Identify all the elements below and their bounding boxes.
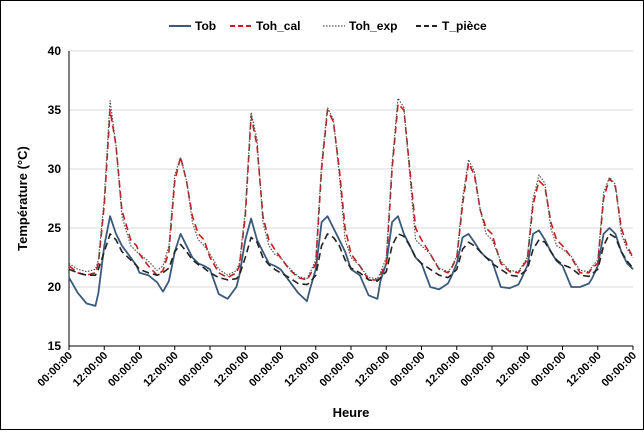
x-axis-title: Heure xyxy=(333,405,370,420)
x-tick-label: 00:00:00 xyxy=(529,350,569,390)
y-tick-label: 30 xyxy=(48,162,62,176)
x-tick-label: 00:00:00 xyxy=(388,350,428,390)
series-line-t-pi-ce xyxy=(68,233,634,286)
x-tick-label: 00:00:00 xyxy=(458,350,498,390)
x-tick-label: 12:00:00 xyxy=(353,350,393,390)
y-tick-label: 25 xyxy=(48,221,62,235)
y-tick-label: 40 xyxy=(48,44,62,58)
y-tick-label: 15 xyxy=(48,339,62,353)
y-tick-label: 35 xyxy=(48,103,62,117)
x-tick-label: 12:00:00 xyxy=(212,350,252,390)
y-tick-label: 20 xyxy=(48,280,62,294)
x-tick-label: 00:00:00 xyxy=(247,350,287,390)
x-tick-label: 00:00:00 xyxy=(106,350,146,390)
x-tick-label: 12:00:00 xyxy=(494,350,534,390)
x-tick-label: 00:00:00 xyxy=(317,350,357,390)
x-tick-label: 00:00:00 xyxy=(35,350,75,390)
x-tick-label: 12:00:00 xyxy=(423,350,463,390)
legend-label: Toh_exp xyxy=(349,19,397,33)
x-tick-label: 12:00:00 xyxy=(282,350,322,390)
series-line-tob xyxy=(68,215,634,307)
x-tick-label: 12:00:00 xyxy=(141,350,181,390)
x-tick-label: 12:00:00 xyxy=(564,350,604,390)
series-line-toh-cal xyxy=(68,103,634,281)
legend-label: Toh_cal xyxy=(256,19,300,33)
x-tick-label: 00:00:00 xyxy=(599,350,639,390)
legend-label: T_pièce xyxy=(442,19,487,33)
legend-label: Tob xyxy=(195,19,216,33)
y-axis-title: Température (°C) xyxy=(15,146,30,251)
x-tick-label: 00:00:00 xyxy=(176,350,216,390)
series-line-toh-exp xyxy=(68,97,634,280)
x-tick-label: 12:00:00 xyxy=(71,350,111,390)
